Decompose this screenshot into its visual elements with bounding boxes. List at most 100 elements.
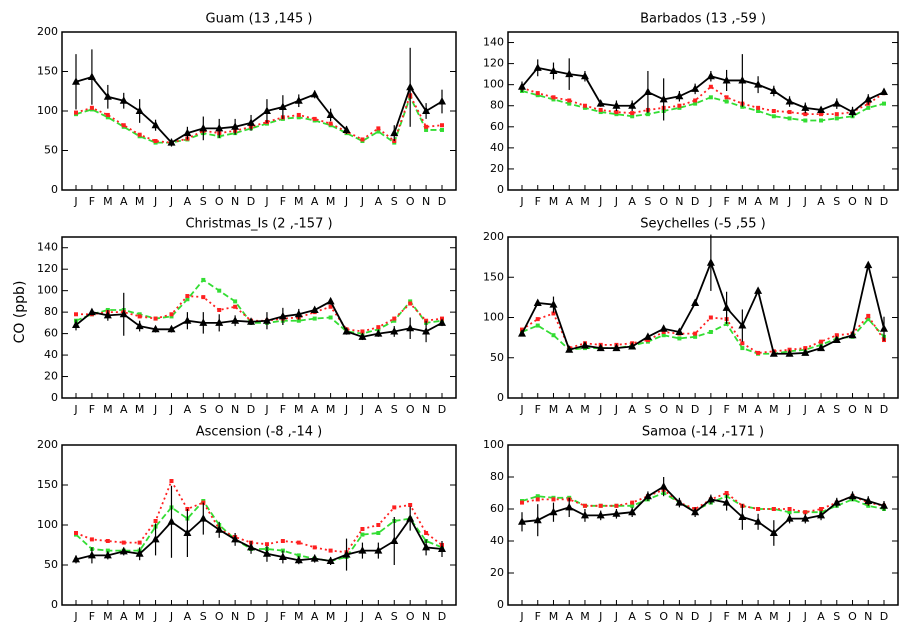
x-tick-label: J	[614, 403, 618, 416]
x-tick-label: O	[215, 610, 224, 623]
marker	[310, 554, 319, 562]
marker	[199, 514, 208, 522]
marker	[580, 71, 589, 80]
x-tick-label: N	[675, 195, 683, 208]
x-tick-label: A	[120, 403, 128, 416]
marker	[169, 312, 174, 317]
marker	[358, 332, 367, 340]
marker	[738, 321, 747, 329]
y-tick-label: 60	[490, 502, 504, 515]
series-line	[521, 312, 885, 354]
y-tick-label: 150	[483, 270, 504, 283]
x-tick-label: J	[708, 195, 712, 208]
x-tick-label: S	[391, 403, 398, 416]
marker	[628, 507, 637, 516]
panel-title: Seychelles (-5 ,55 )	[640, 217, 766, 232]
x-tick-label: M	[580, 195, 590, 208]
marker	[233, 299, 238, 304]
x-tick-label: J	[614, 195, 618, 208]
panel-title: Barbados (13 ,-59 )	[640, 12, 766, 27]
marker	[215, 123, 224, 132]
y-tick-label: 0	[51, 183, 58, 196]
marker	[217, 307, 222, 312]
x-tick-label: M	[294, 610, 304, 623]
marker	[520, 500, 524, 505]
x-tick-label: A	[120, 195, 128, 208]
marker	[628, 341, 637, 350]
y-tick-label: 150	[37, 65, 58, 78]
plot-frame	[507, 31, 899, 191]
marker	[801, 514, 810, 522]
marker	[740, 346, 745, 351]
x-tick-label: J	[169, 610, 173, 623]
marker	[693, 101, 698, 106]
marker	[691, 84, 700, 92]
marker	[785, 97, 794, 105]
x-tick-label: M	[549, 403, 559, 416]
marker	[628, 101, 637, 109]
marker	[408, 503, 413, 507]
marker	[103, 310, 112, 319]
marker	[74, 531, 78, 535]
x-tick-label: J	[360, 195, 364, 208]
x-tick-label: N	[231, 610, 239, 623]
y-tick-label: 50	[490, 351, 504, 364]
marker	[424, 124, 429, 129]
x-tick-label: O	[659, 610, 668, 623]
marker	[630, 500, 635, 505]
marker	[201, 277, 206, 282]
x-tick-label: A	[754, 610, 762, 623]
marker	[565, 345, 574, 353]
marker	[675, 327, 684, 335]
marker	[326, 296, 335, 305]
marker	[247, 118, 256, 126]
x-tick-label: J	[153, 195, 157, 208]
marker	[787, 116, 792, 121]
y-tick-label: 50	[44, 144, 58, 157]
marker	[535, 494, 540, 499]
marker	[819, 339, 824, 344]
x-tick-label: J	[519, 403, 523, 416]
marker	[342, 326, 351, 335]
marker	[834, 112, 839, 117]
marker	[262, 316, 271, 324]
series-line	[393, 85, 443, 134]
x-tick-label: J	[787, 403, 791, 416]
marker	[724, 491, 729, 495]
series-line	[521, 485, 885, 535]
marker	[392, 318, 397, 323]
x-tick-label: O	[848, 610, 857, 623]
panel-title: Christmas_Is (2 ,-157 )	[185, 217, 332, 232]
x-tick-label: N	[231, 195, 239, 208]
marker	[771, 109, 776, 113]
marker	[89, 537, 94, 542]
x-tick-label: J	[803, 403, 807, 416]
x-tick-label: O	[215, 403, 224, 416]
marker	[551, 497, 556, 502]
marker	[121, 123, 126, 128]
marker	[643, 491, 652, 500]
marker	[724, 99, 729, 104]
x-tick-label: S	[391, 195, 398, 208]
marker	[754, 286, 763, 294]
marker	[392, 316, 397, 321]
x-tick-label: D	[691, 403, 699, 416]
x-tick-label: J	[787, 610, 791, 623]
marker	[535, 93, 540, 98]
marker	[834, 333, 839, 338]
marker	[834, 116, 839, 121]
marker	[706, 71, 715, 80]
y-tick-label: 100	[483, 78, 504, 91]
marker	[803, 118, 808, 123]
x-tick-label: N	[422, 610, 430, 623]
y-tick-label: 100	[37, 284, 58, 297]
marker	[866, 313, 871, 318]
x-tick-label: M	[135, 195, 145, 208]
marker	[215, 318, 224, 326]
marker	[135, 106, 144, 114]
marker	[769, 86, 778, 94]
x-tick-label: N	[422, 195, 430, 208]
